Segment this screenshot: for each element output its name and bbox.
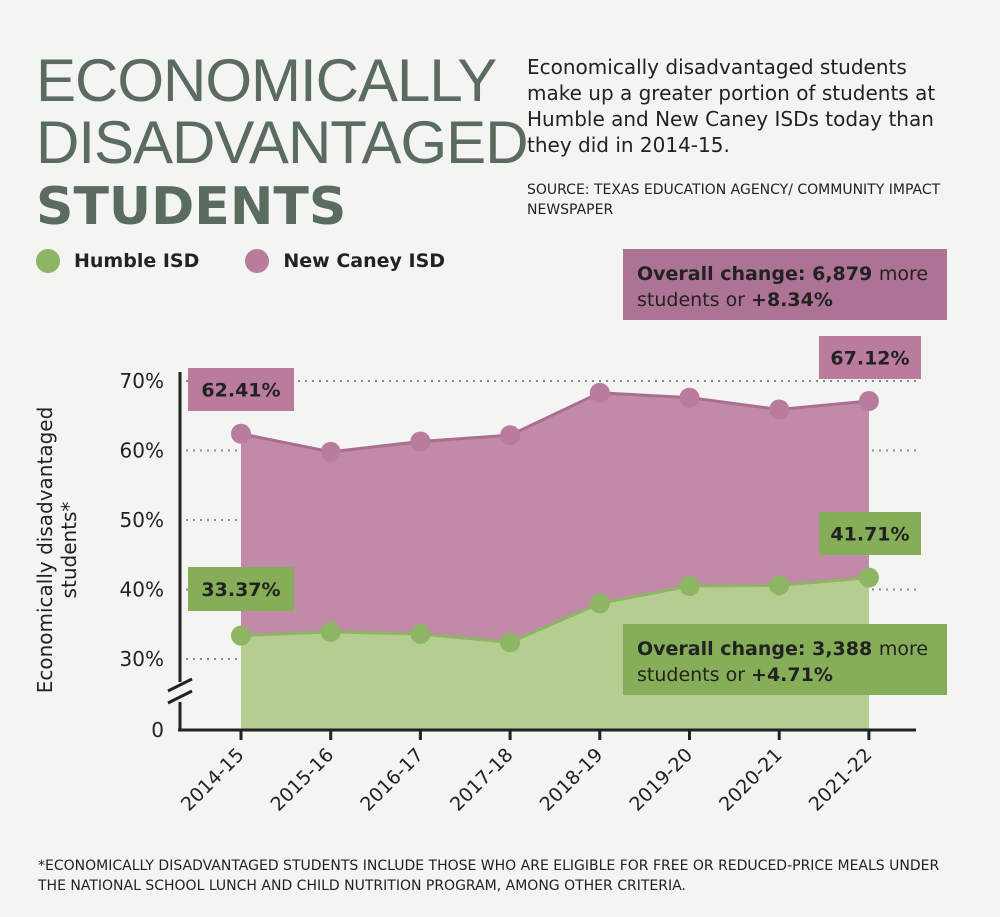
humble-end-label-box: [819, 512, 921, 555]
y-tick-70: 70%: [120, 369, 164, 393]
humble-point-2018-19: [589, 593, 610, 614]
humble-change-callout-prefix: Overall change:: [637, 638, 812, 660]
new-caney-change-callout-pct: +8.34%: [751, 289, 833, 311]
humble-change-callout-line-2: students or +4.71%: [637, 664, 833, 686]
humble-change-callout-line-1: Overall change: 3,388 more: [637, 638, 928, 660]
humble-point-2014-15: [231, 625, 251, 646]
new-caney-point-2014-15: [231, 423, 251, 444]
humble-change-callout-box: [623, 624, 947, 695]
x-tick-label-2019-20: 2019-20: [625, 744, 697, 816]
new-caney-change-callout-prefix: Overall change:: [637, 263, 812, 285]
humble-change-callout-line-2-text: students or: [637, 664, 751, 686]
new-caney-point-2020-21: [769, 399, 790, 420]
legend-item-humble: Humble ISD: [36, 249, 199, 273]
humble-change-callout-pct: +4.71%: [751, 664, 833, 686]
y-tick-30: 30%: [120, 647, 164, 671]
humble-end-label: 41.71%: [830, 524, 909, 546]
humble-point-2019-20: [679, 576, 700, 597]
new-caney-point-2015-16: [320, 441, 341, 462]
source-credit: SOURCE: TEXAS EDUCATION AGENCY/ COMMUNIT…: [527, 182, 941, 218]
axis-break-mark-2: [167, 689, 193, 705]
new-caney-start-label-box: [188, 368, 294, 411]
new-caney-point-2017-18: [500, 425, 521, 446]
x-tick-label-2018-19: 2018-19: [536, 744, 608, 816]
legend-swatch-new-caney: [245, 249, 270, 273]
title-line-1: ECONOMICALLY: [36, 47, 497, 114]
y-tick-40: 40%: [120, 578, 164, 602]
humble-point-2021-22: [858, 567, 879, 588]
chart-description: Economically disadvantaged students make…: [527, 55, 936, 157]
new-caney-area-overlay: [241, 392, 869, 643]
chart-title: ECONOMICALLY DISADVANTAGED STUDENTS: [36, 47, 529, 238]
humble-line: [240, 576, 870, 644]
x-tick-label-2016-17: 2016-17: [356, 744, 428, 816]
legend-label-humble: Humble ISD: [74, 250, 200, 272]
new-caney-point-2021-22: [858, 391, 879, 412]
humble-point-2020-21: [769, 575, 790, 596]
y-axis-title-line-2: students*: [57, 502, 81, 599]
humble-start-label-box: [188, 567, 294, 611]
legend-label-new-caney: New Caney ISD: [283, 250, 446, 272]
x-tick-label-2014-15: 2014-15: [177, 744, 249, 816]
y-axis-title: Economically disadvantagedstudents*: [33, 407, 81, 694]
footnote: *ECONOMICALLY DISADVANTAGED STUDENTS INC…: [38, 858, 940, 894]
y-tick-0: 0: [151, 718, 164, 742]
humble-change-callout-count: 3,388: [812, 638, 879, 660]
chart-legend: Humble ISD New Caney ISD: [36, 249, 491, 273]
new-caney-change-callout-line-2-text: students or: [637, 289, 751, 311]
title-line-3: STUDENTS: [36, 177, 347, 237]
humble-point-2016-17: [410, 623, 431, 644]
new-caney-change-callout-box: [623, 249, 947, 320]
x-tick-label-2021-22: 2021-22: [805, 744, 877, 816]
new-caney-point-2018-19: [589, 382, 610, 403]
y-tick-50: 50%: [120, 508, 164, 532]
new-caney-point-2019-20: [679, 387, 700, 408]
new-caney-change-callout-mid: more: [879, 263, 928, 285]
new-caney-change-callout-line-1: Overall change: 6,879 more: [637, 263, 928, 285]
humble-start-label: 33.37%: [201, 579, 280, 601]
new-caney-end-label-box: [819, 336, 921, 379]
new-caney-point-2016-17: [410, 431, 431, 452]
x-tick-label-2017-18: 2017-18: [446, 744, 518, 816]
humble-change-callout-mid: more: [879, 638, 928, 660]
legend-item-new-caney: New Caney ISD: [245, 249, 445, 273]
y-axis-title-line-1: Economically disadvantaged: [33, 407, 57, 694]
x-tick-label-2020-21: 2020-21: [715, 744, 787, 816]
humble-point-2015-16: [320, 621, 341, 642]
humble-point-2017-18: [500, 632, 521, 653]
new-caney-change-callout-count: 6,879: [812, 263, 879, 285]
axis-break-mark-1: [167, 677, 193, 693]
title-line-2: DISADVANTAGED: [36, 109, 529, 176]
new-caney-start-label: 62.41%: [201, 380, 280, 402]
new-caney-end-label: 67.12%: [830, 348, 909, 370]
x-tick-label-2015-16: 2015-16: [267, 744, 339, 816]
legend-swatch-humble: [36, 249, 60, 273]
new-caney-change-callout-line-2: students or +8.34%: [637, 289, 833, 311]
y-tick-60: 60%: [120, 439, 164, 463]
new-caney-line: [240, 391, 870, 454]
